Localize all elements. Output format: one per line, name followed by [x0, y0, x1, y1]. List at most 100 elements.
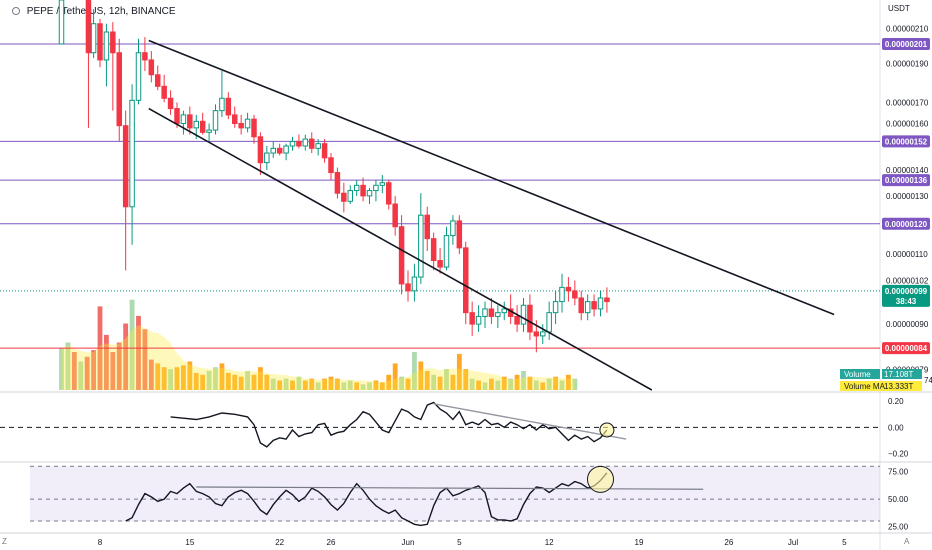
candle [341, 182, 347, 213]
volume-bar [418, 361, 424, 390]
price-tick-label: 0.00000130 [886, 192, 929, 201]
symbol-title: PEPE / TetherUS, 12h, BINANCE [8, 6, 176, 17]
candle [116, 38, 122, 142]
candle [244, 112, 251, 133]
candle-body [572, 290, 578, 299]
volume-bar [553, 376, 558, 390]
candle-body [341, 192, 347, 202]
candle [392, 195, 398, 236]
oscillator-trend-line [433, 403, 627, 440]
candle-body [488, 308, 495, 317]
candle-body [232, 114, 238, 124]
rsi-tick-label: 75.00 [888, 468, 909, 477]
candle-body [212, 110, 219, 131]
candle-body [495, 312, 501, 317]
price-tick-label: 0.00000190 [886, 60, 929, 69]
candle-body [174, 108, 180, 124]
candle-body [85, 0, 92, 54]
level-price-badge: 0.00000201 [882, 37, 930, 50]
volume-bar [450, 374, 456, 390]
volume-bar [527, 376, 533, 390]
volume-bar [225, 372, 231, 390]
candle [289, 136, 296, 151]
symbol-label: PEPE / TetherUS, 12h, BINANCE [26, 6, 176, 17]
candle [206, 123, 212, 142]
candle [103, 23, 110, 87]
volume-axis-tick: 74 [924, 376, 932, 385]
volume-bar [181, 365, 186, 390]
candle [283, 143, 289, 161]
candle [424, 206, 430, 251]
corner-right-label: A [904, 537, 910, 546]
volume-bar [161, 367, 167, 390]
candle [302, 134, 309, 151]
candle [238, 114, 244, 135]
volume-bar [489, 378, 494, 390]
volume-ma-value: 13.333T [884, 382, 913, 391]
volume-bar [373, 380, 379, 390]
volume-bar [315, 382, 321, 390]
candle [373, 180, 379, 202]
volume-bar [379, 382, 385, 390]
candle-body [110, 31, 116, 54]
volume-bar [469, 378, 475, 390]
candle-body [276, 147, 283, 154]
candle-body [591, 301, 597, 310]
volume-bar [514, 374, 520, 390]
level-badge-bg [882, 342, 930, 355]
volume-bar [270, 378, 276, 390]
candle [276, 143, 283, 156]
volume-bar [187, 361, 193, 390]
candle [328, 153, 334, 181]
candle [604, 287, 610, 313]
candle-body [520, 304, 527, 325]
candle-body [353, 184, 360, 192]
candle [475, 305, 482, 332]
candle [296, 134, 302, 149]
candle-body [309, 138, 315, 149]
volume-bar [258, 367, 263, 390]
volume-bar [328, 376, 334, 390]
candle-body [565, 286, 572, 292]
candle [347, 185, 353, 205]
volume-ma-label: Volume MA [844, 382, 886, 391]
candle [161, 74, 167, 103]
candle-body [552, 301, 559, 314]
volume-bar [193, 372, 199, 390]
price-tick-label: 0.00000110 [886, 250, 928, 259]
candle [584, 294, 591, 321]
oscillator-tick-label: 0.20 [888, 397, 904, 406]
volume-bar [283, 378, 289, 390]
volume-bar [533, 380, 539, 390]
candle-body [482, 308, 488, 317]
price-tick-label: 0.00000090 [886, 320, 929, 329]
candle-body [264, 152, 270, 164]
volume-bar [412, 352, 417, 390]
candle [366, 187, 373, 205]
candle [90, 9, 97, 59]
candle [450, 215, 456, 245]
volume-bar [501, 376, 507, 390]
candle [495, 305, 501, 328]
volume-bar [546, 378, 552, 390]
candle [257, 132, 264, 176]
price-tick-label: 0.00000140 [886, 166, 929, 175]
candle [110, 22, 116, 111]
candle [251, 114, 257, 144]
candle-body [302, 138, 309, 147]
volume-bar [91, 350, 96, 390]
candle-body [463, 247, 469, 314]
candle [353, 180, 360, 196]
candle [85, 0, 92, 128]
candle-body [411, 276, 418, 292]
volume-bar [59, 348, 64, 390]
candle-body [289, 140, 296, 147]
volume-bar [354, 382, 360, 390]
candle-body [225, 97, 232, 116]
volume-bar [245, 371, 250, 390]
candle [559, 273, 565, 313]
currency-label: USDT [888, 4, 910, 13]
level-price-badge: 0.00000152 [882, 135, 930, 148]
rsi-band [30, 466, 880, 522]
